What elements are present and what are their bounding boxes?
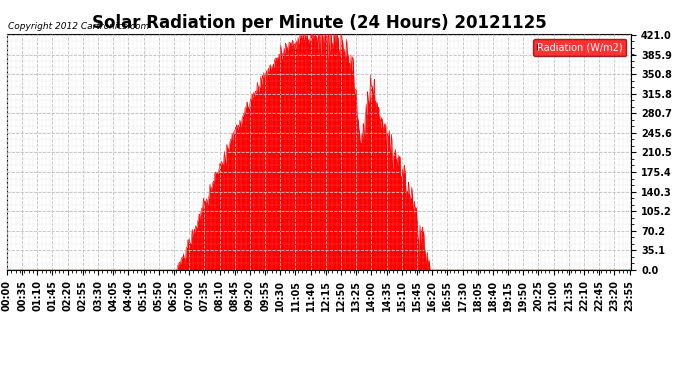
Text: Copyright 2012 Cartronics.com: Copyright 2012 Cartronics.com [8,22,149,32]
Title: Solar Radiation per Minute (24 Hours) 20121125: Solar Radiation per Minute (24 Hours) 20… [92,14,546,32]
Legend: Radiation (W/m2): Radiation (W/m2) [533,39,627,56]
